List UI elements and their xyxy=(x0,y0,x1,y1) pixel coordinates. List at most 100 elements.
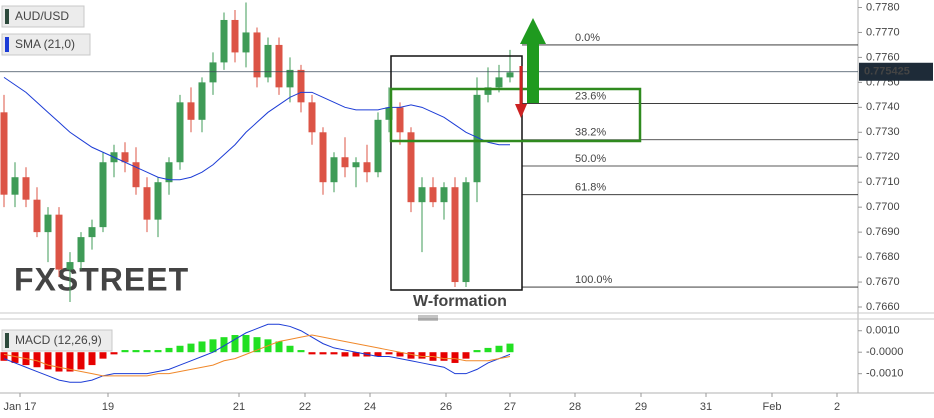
candle-body xyxy=(154,182,162,220)
down-arrow xyxy=(515,66,527,118)
candle-body xyxy=(44,214,52,233)
y-tick-label: 0.7700 xyxy=(866,201,900,213)
annotation: W-formation xyxy=(413,293,507,310)
y-tick-label: 0.7680 xyxy=(866,251,900,263)
x-tick-label: 31 xyxy=(700,401,712,413)
candle-body xyxy=(176,102,184,163)
candle-body xyxy=(198,82,206,120)
y-tick-label: 0.7660 xyxy=(866,301,900,313)
x-tick-label: 27 xyxy=(504,401,516,413)
macd-histogram-bar xyxy=(11,352,19,363)
candle-body xyxy=(473,94,481,183)
candle-body xyxy=(220,19,228,63)
candle-body xyxy=(33,199,41,233)
candle-body xyxy=(55,214,63,270)
x-tick-label: Feb xyxy=(763,401,782,413)
candle-body xyxy=(275,44,283,88)
macd-histogram-bar xyxy=(506,343,514,353)
legend-swatch xyxy=(5,37,9,52)
y-tick-label: 0.7710 xyxy=(866,176,900,188)
macd-histogram-bar xyxy=(275,341,283,353)
macd-histogram-bar xyxy=(396,352,404,357)
y-tick-label: -0.0010 xyxy=(866,368,903,380)
fib-label: 0.0% xyxy=(575,32,600,44)
watermark: FXSTREET xyxy=(14,261,189,297)
macd-histogram-bar xyxy=(99,352,107,359)
macd-histogram-bar xyxy=(33,352,41,368)
macd-histogram-bar xyxy=(121,350,129,353)
candle-body xyxy=(66,262,74,270)
macd-histogram-bar xyxy=(484,347,492,353)
macd-histogram-bar xyxy=(66,352,74,372)
candle-body xyxy=(451,187,459,283)
zone-box xyxy=(389,87,642,143)
y-tick-label: 0.7670 xyxy=(866,276,900,288)
fib-label: 38.2% xyxy=(575,127,606,139)
y-tick-label: 0.7740 xyxy=(866,101,900,113)
candle-body xyxy=(385,107,393,120)
macd-histogram-bar xyxy=(231,335,239,353)
pattern-box xyxy=(390,55,523,291)
candle-body xyxy=(319,132,327,183)
macd-line xyxy=(3,323,511,383)
macd-histogram-bar xyxy=(352,352,360,357)
macd-histogram-bar xyxy=(77,352,85,370)
candle-body xyxy=(88,227,96,238)
macd-histogram-bar xyxy=(55,352,63,372)
last-price-box xyxy=(859,62,933,81)
candle-body xyxy=(462,182,470,283)
macd-histogram-bar xyxy=(187,343,195,353)
macd-histogram-bar xyxy=(385,352,393,355)
fib-label: 100.0% xyxy=(575,274,613,286)
candle-body xyxy=(143,187,151,220)
candle-body xyxy=(187,102,195,120)
candle-body xyxy=(330,157,338,183)
x-tick-label: 21 xyxy=(233,401,245,413)
candle-body xyxy=(209,62,217,83)
candle-body xyxy=(22,177,30,200)
candle-body xyxy=(121,152,129,163)
pane-handle[interactable] xyxy=(418,315,438,321)
candle-body xyxy=(231,19,239,53)
macd-histogram-bar xyxy=(110,352,118,355)
macd-histogram-bar xyxy=(143,350,151,353)
candle-body xyxy=(286,69,294,88)
candle-body xyxy=(495,77,503,88)
y-tick-label: 0.7690 xyxy=(866,226,900,238)
macd-histogram-bar xyxy=(341,352,349,357)
macd-histogram-bar xyxy=(407,352,415,359)
y-tick-label: 0.7720 xyxy=(866,151,900,163)
candle-body xyxy=(484,87,492,95)
macd-histogram-bar xyxy=(297,350,305,353)
fib-label: 23.6% xyxy=(575,90,606,102)
candle-body xyxy=(506,72,514,78)
x-tick-label: 26 xyxy=(440,401,452,413)
candle-body xyxy=(297,69,305,103)
candle-body xyxy=(407,132,415,203)
macd-histogram-bar xyxy=(154,350,162,353)
candle-body xyxy=(308,102,316,133)
candle-body xyxy=(253,32,261,78)
macd-histogram-bar xyxy=(44,352,52,370)
macd-histogram-bar xyxy=(374,352,382,357)
candle-body xyxy=(429,187,437,203)
candle-body xyxy=(352,162,360,168)
macd-histogram-bar xyxy=(176,345,184,353)
macd-histogram-bar xyxy=(462,352,470,359)
macd-histogram-bar xyxy=(88,352,96,366)
x-tick-label: Jan 17 xyxy=(3,401,36,413)
macd-histogram-bar xyxy=(220,337,228,353)
x-tick-label: 22 xyxy=(299,401,311,413)
macd-histogram-bar xyxy=(242,335,250,353)
y-tick-label: -0.0000 xyxy=(866,346,903,358)
candle-body xyxy=(341,157,349,168)
macd-histogram-bar xyxy=(330,352,338,355)
macd-histogram-bar xyxy=(132,350,140,353)
macd-histogram-bar xyxy=(473,350,481,353)
y-tick-label: 0.7770 xyxy=(866,26,900,38)
legend[interactable]: AUD/USD SMA (21,0) MACD (12,26,9) xyxy=(1,5,113,352)
y-tick-label: 0.7730 xyxy=(866,126,900,138)
plot-area: 0.77800.77700.77600.77500.77400.77300.77… xyxy=(0,1,903,413)
legend-label: MACD (12,26,9) xyxy=(15,333,102,347)
